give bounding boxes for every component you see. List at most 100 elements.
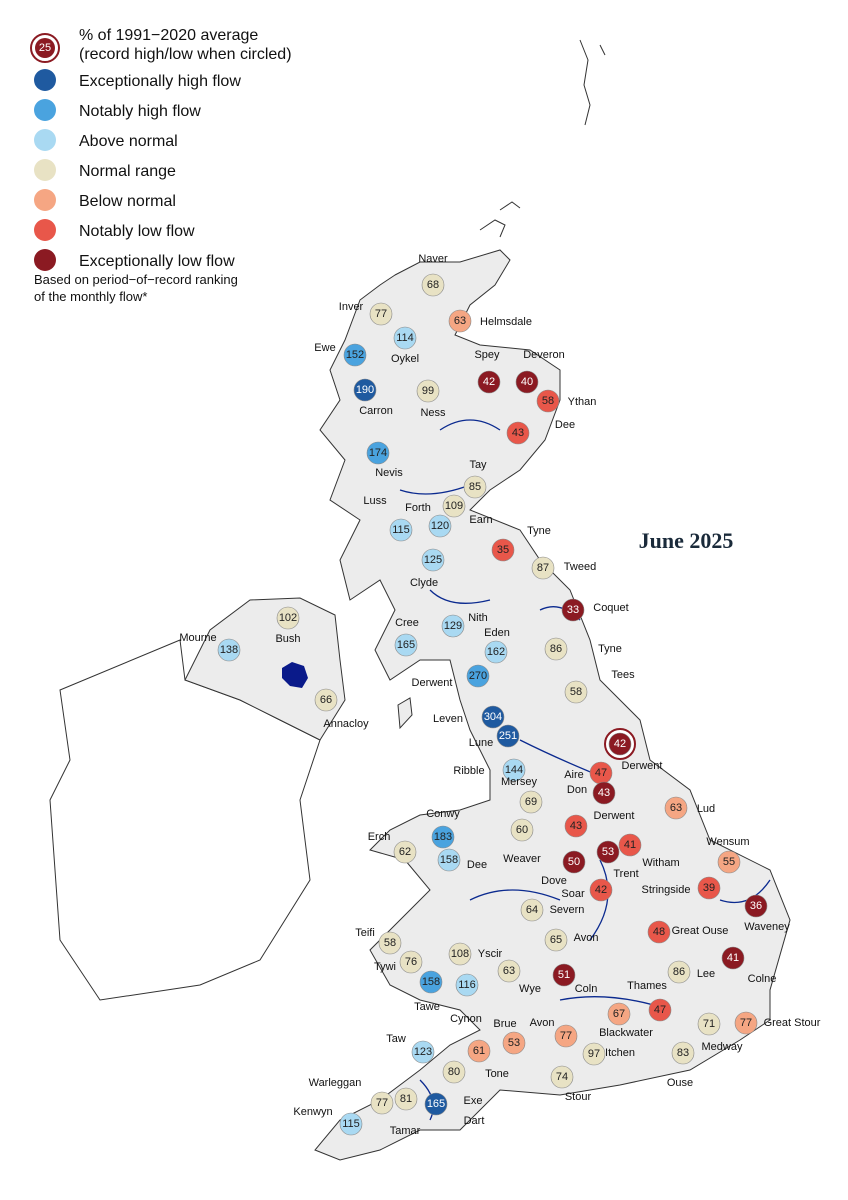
station-marker bbox=[481, 705, 505, 729]
station-marker bbox=[419, 970, 443, 994]
station-value: 41 bbox=[624, 839, 636, 851]
station-value: 129 bbox=[444, 620, 462, 632]
station-marker bbox=[531, 556, 555, 580]
station-marker bbox=[466, 664, 490, 688]
station-value: 165 bbox=[427, 1098, 445, 1110]
station-value: 42 bbox=[483, 376, 495, 388]
station-value: 53 bbox=[602, 846, 614, 858]
station-marker bbox=[618, 833, 642, 857]
station-name: Exe bbox=[464, 1095, 483, 1107]
station-name: Weaver bbox=[503, 853, 541, 865]
station-marker bbox=[442, 494, 466, 518]
station-marker bbox=[552, 963, 576, 987]
station-name: Spey bbox=[474, 349, 500, 361]
station-value: 115 bbox=[342, 1118, 360, 1130]
station-marker bbox=[697, 876, 721, 900]
station-name: Forth bbox=[405, 502, 431, 514]
station-name: Cynon bbox=[450, 1013, 482, 1025]
station-value: 61 bbox=[473, 1045, 485, 1057]
station-marker bbox=[721, 946, 745, 970]
station-value: 97 bbox=[588, 1048, 600, 1060]
station-name: Nevis bbox=[375, 467, 403, 479]
station-value: 47 bbox=[654, 1004, 666, 1016]
station-name: Taw bbox=[386, 1033, 406, 1045]
station-marker bbox=[589, 878, 613, 902]
station-marker bbox=[369, 302, 393, 326]
legend-swatch bbox=[34, 69, 56, 91]
legend-swatch bbox=[34, 129, 56, 151]
station-name: Medway bbox=[702, 1041, 743, 1053]
station-marker bbox=[399, 950, 423, 974]
station-value: 270 bbox=[469, 670, 487, 682]
station-marker bbox=[393, 326, 417, 350]
station-name: Ribble bbox=[453, 765, 484, 777]
station-value: 83 bbox=[677, 1047, 689, 1059]
station-name: Great Ouse bbox=[672, 925, 729, 937]
station-marker bbox=[455, 973, 479, 997]
station-value: 116 bbox=[458, 979, 476, 991]
station-name: Itchen bbox=[605, 1047, 635, 1059]
station-marker bbox=[416, 379, 440, 403]
station-marker bbox=[496, 724, 520, 748]
station-value: 125 bbox=[424, 554, 442, 566]
station-value: 162 bbox=[487, 646, 505, 658]
station-name: Bush bbox=[275, 633, 300, 645]
station-marker bbox=[339, 1112, 363, 1136]
legend-label: Exceptionally high flow bbox=[79, 73, 241, 90]
station-marker bbox=[554, 1024, 578, 1048]
station-name: Derwent bbox=[412, 677, 453, 689]
station-marker bbox=[431, 825, 455, 849]
station-marker bbox=[394, 1087, 418, 1111]
legend-note: Based on period−of−record ranking bbox=[34, 272, 238, 287]
station-marker bbox=[744, 894, 768, 918]
station-name: Eden bbox=[484, 627, 510, 639]
legend-swatch bbox=[34, 159, 56, 181]
station-value: 114 bbox=[396, 332, 414, 344]
station-marker bbox=[608, 732, 632, 756]
station-marker bbox=[734, 1011, 758, 1035]
station-marker bbox=[596, 840, 620, 864]
legend-label: Below normal bbox=[79, 193, 176, 210]
station-name: Tawe bbox=[414, 1001, 440, 1013]
station-name: Ythan bbox=[568, 396, 597, 408]
station-name: Tywi bbox=[374, 961, 396, 973]
legend-header: (record high/low when circled) bbox=[79, 46, 292, 63]
station-value: 67 bbox=[613, 1008, 625, 1020]
station-marker bbox=[607, 1002, 631, 1026]
station-name: Tay bbox=[469, 459, 487, 471]
station-value: 120 bbox=[431, 520, 449, 532]
station-value: 86 bbox=[550, 643, 562, 655]
shetland bbox=[579, 39, 606, 126]
station-marker bbox=[491, 538, 515, 562]
station-marker bbox=[394, 633, 418, 657]
legend-label: Above normal bbox=[79, 133, 178, 150]
station-marker bbox=[378, 931, 402, 955]
station-marker bbox=[484, 640, 508, 664]
station-marker bbox=[502, 1031, 526, 1055]
station-value: 77 bbox=[375, 308, 387, 320]
station-marker bbox=[564, 814, 588, 838]
station-name: Conwy bbox=[426, 808, 460, 820]
station-name: Lud bbox=[697, 803, 715, 815]
station-marker bbox=[519, 790, 543, 814]
legend-swatch bbox=[34, 219, 56, 241]
station-marker bbox=[411, 1040, 435, 1064]
station-name: Annacloy bbox=[323, 718, 369, 730]
station-name: Tweed bbox=[564, 561, 596, 573]
station-marker bbox=[393, 840, 417, 864]
northern-ireland bbox=[184, 597, 346, 741]
station-value: 42 bbox=[614, 738, 626, 750]
station-value: 42 bbox=[595, 884, 607, 896]
station-name: Dart bbox=[464, 1115, 485, 1127]
station-name: Don bbox=[567, 784, 587, 796]
station-name: Mourne bbox=[179, 632, 216, 644]
station-marker bbox=[717, 850, 741, 874]
station-name: Derwent bbox=[594, 810, 635, 822]
station-name: Witham bbox=[642, 857, 679, 869]
station-value: 63 bbox=[454, 315, 466, 327]
station-name: Wye bbox=[519, 983, 541, 995]
station-name: Coquet bbox=[593, 602, 628, 614]
station-value: 174 bbox=[369, 447, 387, 459]
station-value: 63 bbox=[670, 802, 682, 814]
